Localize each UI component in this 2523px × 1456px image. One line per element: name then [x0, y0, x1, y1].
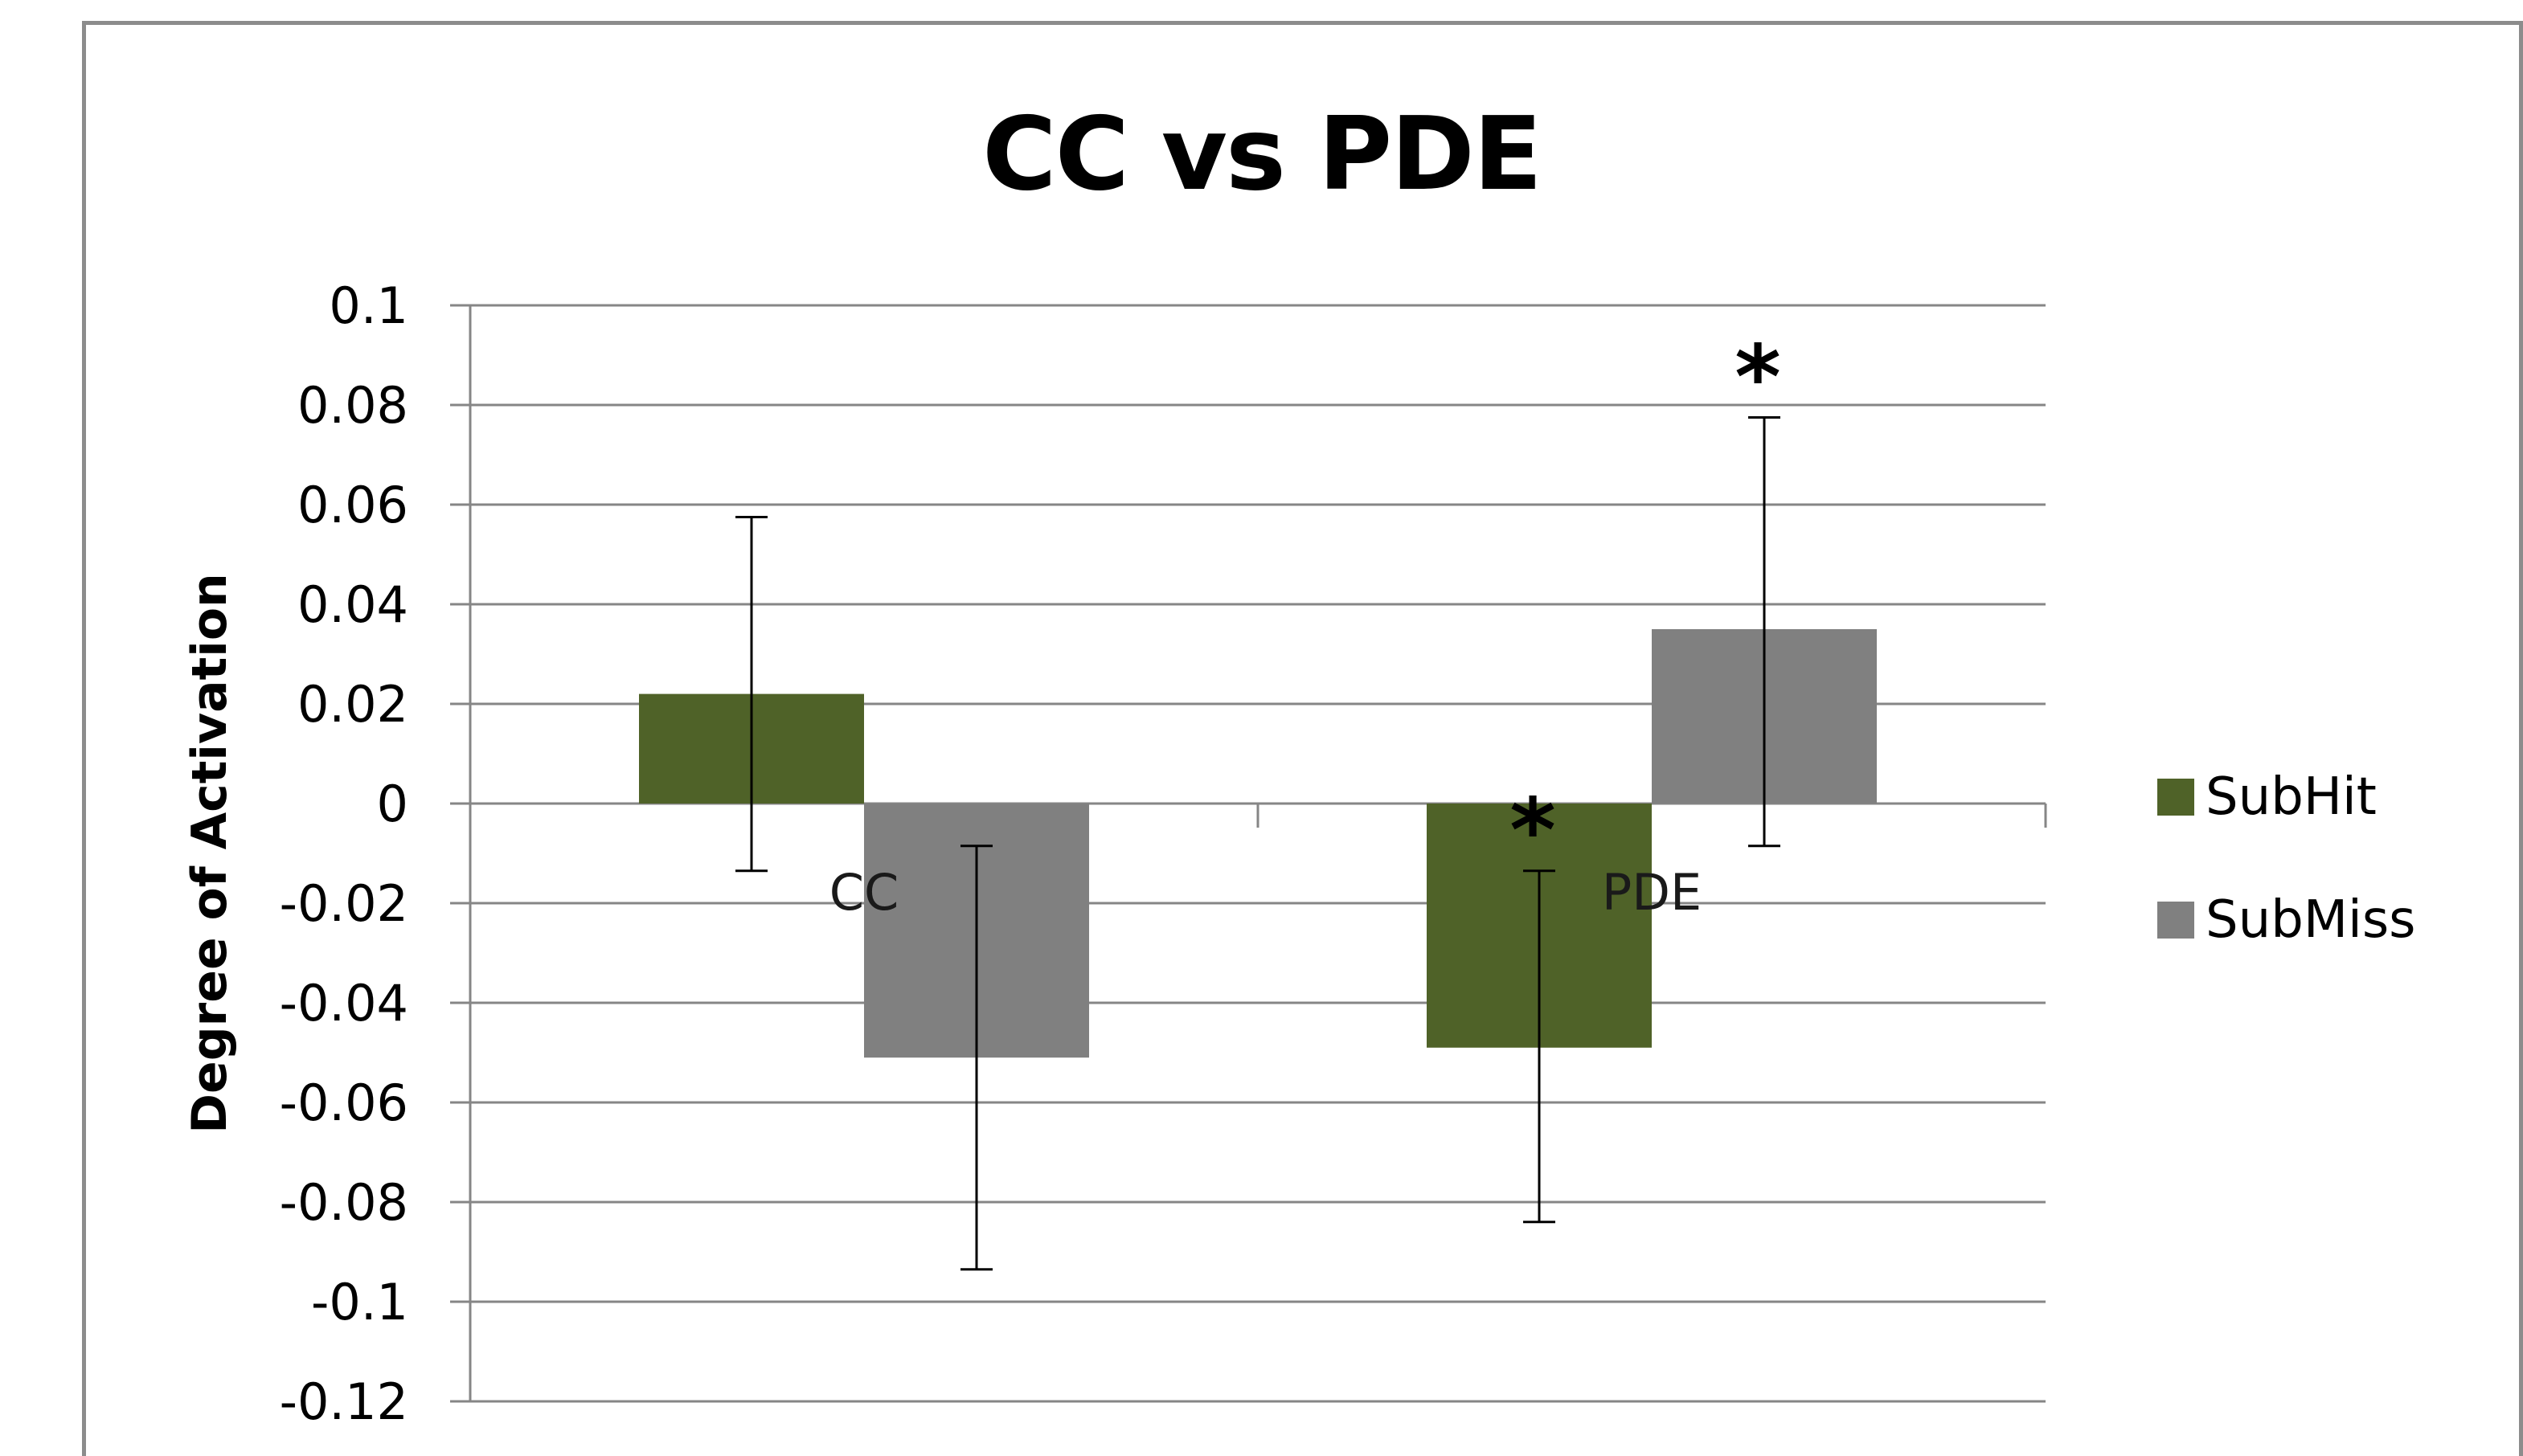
legend-item-subhit: SubHit — [2157, 767, 2377, 827]
gridlines — [470, 304, 2046, 1403]
legend-label-subhit: SubHit — [2206, 767, 2377, 827]
x-category-label: CC — [829, 863, 899, 922]
x-category-label: PDE — [1602, 863, 1702, 922]
y-tick-label: -0.08 — [280, 1173, 408, 1232]
chart-title: CC vs PDE — [982, 95, 1542, 213]
y-tick-label: 0.06 — [297, 476, 408, 534]
y-tick-label: 0.04 — [297, 575, 408, 634]
y-tick-label: -0.1 — [311, 1273, 408, 1331]
legend-swatch-submiss — [2157, 902, 2194, 939]
y-tick-label: 0 — [377, 775, 408, 833]
y-tick-labels: 0.1 0.08 0.06 0.04 0.02 0 -0.02 -0.04 -0.06 -0.08… — [280, 276, 408, 1431]
y-tick-label: -0.04 — [280, 974, 408, 1033]
legend-swatch-subhit — [2157, 779, 2194, 816]
error-bars — [735, 416, 1780, 1271]
y-tick-label: -0.02 — [280, 874, 408, 933]
chart-frame — [82, 21, 2523, 1456]
x-category-labels: CC PDE — [829, 863, 1702, 922]
y-tick-label: 0.1 — [329, 276, 408, 335]
y-tick-label: 0.08 — [297, 376, 408, 435]
significance-marker: * — [1735, 326, 1781, 429]
legend-item-submiss: SubMiss — [2157, 890, 2416, 950]
legend-label-submiss: SubMiss — [2206, 890, 2416, 950]
significance-markers: ** — [1509, 326, 1781, 882]
y-tick-label: 0.02 — [297, 675, 408, 734]
bars — [639, 629, 1877, 1058]
axes — [450, 304, 2047, 1403]
significance-marker: * — [1509, 779, 1556, 882]
y-tick-label: -0.12 — [280, 1372, 408, 1431]
y-tick-label: -0.06 — [280, 1074, 408, 1132]
